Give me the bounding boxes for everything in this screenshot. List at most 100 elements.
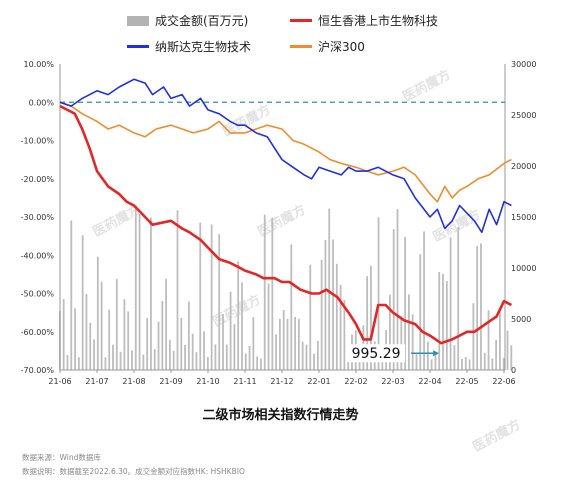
volume-bar [108,309,111,370]
volume-bar [313,353,315,370]
y-left-tick-label: -10.00% [21,137,55,146]
volume-bar [282,310,285,370]
volume-bar [426,341,429,370]
legend-volume-swatch [127,15,149,26]
volume-bar [96,256,99,370]
volume-bar [415,354,418,370]
x-tick-label: 21-09 [159,377,182,386]
volume-bar [206,357,209,370]
legend-nasdaq-bio-swatch [127,45,149,48]
source-note: 数据来源：Wind数据库 [22,453,101,462]
volume-bar [332,239,334,370]
volume-bar [279,318,281,370]
y-left-tick-label: -60.00% [21,328,55,337]
volume-bar [271,217,274,370]
y-left-tick-label: -30.00% [21,213,55,222]
volume-bar [233,324,236,370]
annotation-box [347,344,406,363]
volume-bar [252,317,255,370]
x-tick-label: 21-12 [270,377,293,386]
volume-bar [256,356,259,370]
volume-bar [214,344,217,370]
volume-bar [180,317,183,370]
volume-bar [112,344,114,370]
volume-bar [400,316,403,370]
x-tick-label: 21-07 [85,377,108,386]
volume-bar [119,351,122,370]
volume-bar [305,344,308,370]
y-right-tick-label: 0 [511,366,516,375]
volume-bar [146,318,149,370]
volume-bar [104,357,107,370]
volume-bar [370,265,372,370]
volume-bar [366,276,369,370]
volume-bar [142,354,145,370]
volume-bar [131,350,133,370]
volume-bar [438,271,441,370]
legend-nasdaq-bio-label: 纳斯达克生物技术 [155,40,252,54]
y-left-tick-label: 0.00% [29,98,55,107]
legend-csi300: 沪深300 [290,38,365,55]
volume-bar [434,352,437,370]
chart-caption: 二级市场相关指数行情走势 [202,408,359,423]
volume-bar [343,300,346,370]
volume-bar [461,359,463,370]
volume-bar [495,339,498,370]
volume-bar [491,358,494,370]
chart: 10.00% 0.00% -10.00% -20.00% -30.00% -40.00% -… [21,60,537,386]
volume-bar [62,299,65,370]
legend-hk-bio: 恒生香港上市生物科技 [290,12,438,29]
x-tick-label: 21-10 [196,377,219,386]
volume-bar [472,303,475,370]
volume-bar [309,264,312,370]
volume-bar [187,301,190,370]
volume-bar [377,217,380,370]
volume-bar [453,345,456,370]
volume-bar [324,239,327,370]
legend-hk-bio-swatch [290,19,312,22]
volume-bar [260,358,262,370]
volume-bar [229,291,232,370]
y-left-tick-label: 10.00% [23,60,54,69]
volume-bar [237,261,240,370]
volume-bar [157,321,160,370]
volume-bar [381,359,384,370]
y-left-tick-label: -70.00% [21,366,55,375]
volume-bar [127,311,130,370]
volume-bar [468,359,471,370]
volume-bar [93,339,95,370]
explain-note: 数据说明：数据截至2022.6.30。成交金额对应指数HK: HSHKBIO [22,467,245,476]
volume-bar [222,313,224,370]
volume-bar [74,308,76,370]
volume-bar [476,246,479,370]
volume-bar [392,229,395,370]
volume-bar [165,278,168,370]
volume-bar [510,345,513,370]
y-right-tick-label: 15000 [511,213,536,222]
legend-hk-bio-label: 恒生香港上市生物科技 [318,14,439,28]
volume-bar [153,349,156,370]
volume-bar [169,339,171,370]
volume-bar [480,243,482,370]
x-tick-label: 21-08 [122,377,145,386]
volume-bar [286,318,289,370]
legend-csi300-swatch [290,45,312,48]
volume-bar [81,235,84,370]
volume-bar [423,231,425,370]
x-tick-label: 22-04 [418,377,441,386]
legend-volume: 成交金额(百万元) [127,12,248,29]
annotation-label: 995.29 [352,346,401,362]
volume-bar [267,283,270,370]
annotation-arrowhead [433,350,440,357]
x-tick-label: 21-06 [48,377,71,386]
volume-bar [244,353,247,370]
volume-bar [449,237,452,370]
volume-bar [191,333,194,370]
legend-nasdaq-bio: 纳斯达克生物技术 [127,38,251,55]
volume-bar [172,350,175,370]
volume-bar [184,344,186,370]
volume-bar [419,254,422,370]
series-line [59,104,513,345]
volume-bar [347,359,350,370]
volume-bar [411,314,414,370]
